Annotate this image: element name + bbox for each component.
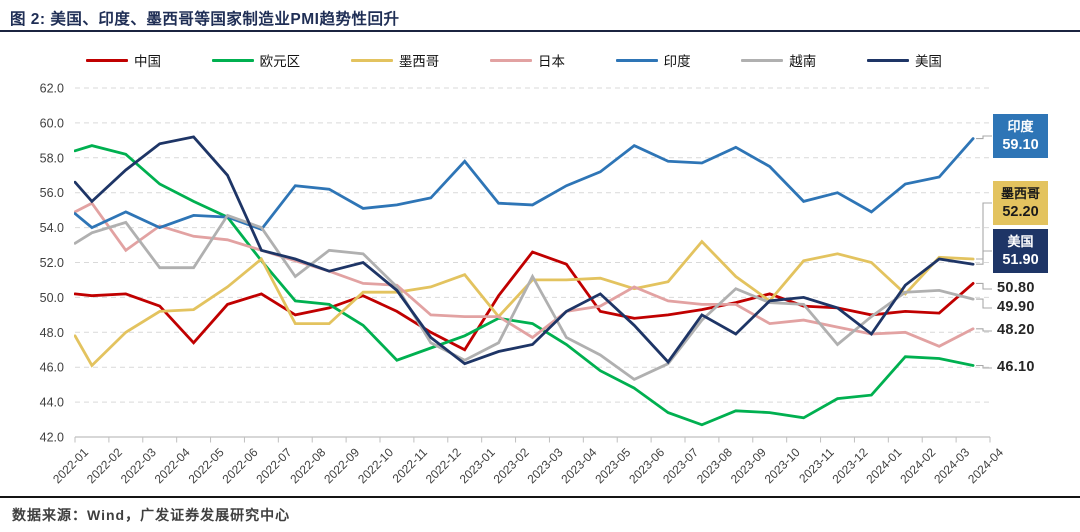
legend-item-vietnam: 越南 — [741, 50, 816, 70]
y-tick-label: 54.0 — [40, 221, 64, 235]
y-tick-label: 62.0 — [40, 82, 64, 96]
end-label-vietnam: 49.90 — [997, 299, 1035, 315]
legend-item-china: 中国 — [86, 50, 161, 70]
x-tick-label: 2023-07 — [660, 445, 701, 486]
series-line-india — [74, 137, 975, 231]
x-tick-label: 2023-09 — [728, 445, 769, 486]
end-label-value: 51.90 — [1002, 252, 1039, 268]
x-tick-label: 2023-06 — [626, 445, 667, 486]
x-tick-label: 2024-04 — [965, 445, 1006, 486]
chart-legend: 中国 欧元区 墨西哥 日本 印度 越南 美国 — [86, 50, 942, 70]
end-label-mexico: 墨西哥 52.20 — [993, 181, 1048, 225]
x-tick-label: 2023-02 — [491, 445, 532, 486]
series-line-mexico — [74, 239, 975, 368]
legend-label-mexico: 墨西哥 — [398, 54, 440, 69]
x-tick-label: 2024-02 — [897, 445, 938, 486]
x-axis-labels: 2022-012022-022022-032022-042022-052022-… — [50, 445, 1006, 486]
x-tick-label: 2022-10 — [355, 445, 396, 486]
series-line-eurozone — [74, 144, 975, 427]
y-tick-label: 50.0 — [40, 291, 64, 305]
legend-label-china: 中国 — [134, 54, 161, 69]
legend-label-usa: 美国 — [914, 54, 942, 69]
end-label-japan: 48.20 — [997, 322, 1035, 338]
legend-label-vietnam: 越南 — [789, 54, 817, 69]
x-tick-label: 2022-08 — [287, 445, 328, 486]
legend-swatch-india — [615, 58, 658, 62]
x-tick-label: 2022-06 — [220, 445, 261, 486]
end-label-leaders — [976, 135, 992, 369]
legend-swatch-vietnam — [741, 58, 784, 62]
legend-label-eurozone: 欧元区 — [259, 54, 301, 69]
x-tick-label: 2023-01 — [457, 445, 498, 486]
legend-swatch-mexico — [350, 58, 393, 62]
series-line-vietnam — [74, 213, 975, 382]
x-tick-label: 2023-10 — [762, 445, 803, 486]
figure-title: 图 2: 美国、印度、墨西哥等国家制造业PMI趋势性回升 — [10, 11, 400, 28]
end-label-china: 50.80 — [997, 280, 1035, 296]
x-tick-label: 2022-02 — [84, 445, 125, 486]
series-line-usa — [74, 135, 975, 366]
x-tick-label: 2022-11 — [390, 445, 431, 486]
y-tick-label: 56.0 — [40, 186, 64, 200]
x-tick-label: 2022-05 — [186, 445, 227, 486]
x-tick-label: 2023-03 — [525, 445, 566, 486]
x-axis — [74, 436, 991, 443]
legend-swatch-usa — [866, 58, 909, 62]
end-label-value: 52.20 — [1002, 204, 1039, 220]
legend-item-japan: 日本 — [489, 50, 565, 70]
x-tick-label: 2022-09 — [321, 445, 362, 486]
y-axis-labels: 42.0 44.0 46.0 48.0 50.0 52.0 54.0 56.0 58.0 60.0… — [40, 82, 64, 445]
y-tick-label: 42.0 — [40, 431, 64, 445]
legend-label-japan: 日本 — [537, 54, 565, 69]
end-label-series-name: 美国 — [1007, 234, 1034, 249]
y-tick-label: 58.0 — [40, 151, 64, 165]
legend-swatch-eurozone — [211, 58, 254, 62]
end-label-india: 印度 59.10 — [993, 114, 1048, 158]
legend-label-india: 印度 — [663, 54, 691, 69]
x-tick-label: 2024-03 — [931, 445, 972, 486]
legend-swatch-china — [86, 58, 128, 62]
figure-title-bar: 图 2: 美国、印度、墨西哥等国家制造业PMI趋势性回升 — [0, 0, 1080, 32]
legend-item-mexico: 墨西哥 — [350, 50, 440, 70]
end-label-eurozone: 46.10 — [997, 359, 1035, 375]
data-source: 数据来源：Wind，广发证券发展研究中心 — [12, 507, 291, 523]
x-tick-label: 2022-01 — [50, 445, 91, 486]
x-tick-label: 2023-05 — [592, 445, 633, 486]
legend-item-eurozone: 欧元区 — [211, 50, 301, 70]
legend-item-india: 印度 — [615, 50, 691, 70]
footer-divider — [0, 496, 1080, 498]
legend-item-usa: 美国 — [866, 50, 942, 70]
end-label-series-name: 墨西哥 — [1000, 186, 1040, 201]
x-tick-label: 2022-04 — [152, 445, 193, 486]
y-tick-label: 48.0 — [40, 326, 64, 340]
x-tick-label: 2022-03 — [118, 445, 159, 486]
end-label-usa: 美国 51.90 — [993, 229, 1048, 273]
x-tick-label: 2023-12 — [830, 445, 871, 486]
series-line-china — [74, 250, 975, 352]
end-label-value: 59.10 — [1002, 137, 1039, 153]
x-tick-label: 2023-04 — [558, 445, 599, 486]
legend-swatch-japan — [489, 58, 532, 62]
y-tick-label: 46.0 — [40, 361, 64, 375]
x-tick-label: 2022-07 — [253, 445, 294, 486]
x-tick-label: 2023-11 — [796, 445, 837, 486]
x-tick-label: 2022-12 — [423, 445, 464, 486]
end-label-series-name: 印度 — [1007, 119, 1034, 134]
x-tick-label: 2023-08 — [694, 445, 735, 486]
y-tick-label: 60.0 — [40, 116, 64, 130]
x-tick-label: 2024-01 — [863, 445, 904, 486]
series-lines — [74, 135, 975, 427]
y-tick-label: 44.0 — [40, 396, 64, 410]
y-tick-label: 52.0 — [40, 256, 64, 270]
y-gridlines — [75, 87, 990, 438]
